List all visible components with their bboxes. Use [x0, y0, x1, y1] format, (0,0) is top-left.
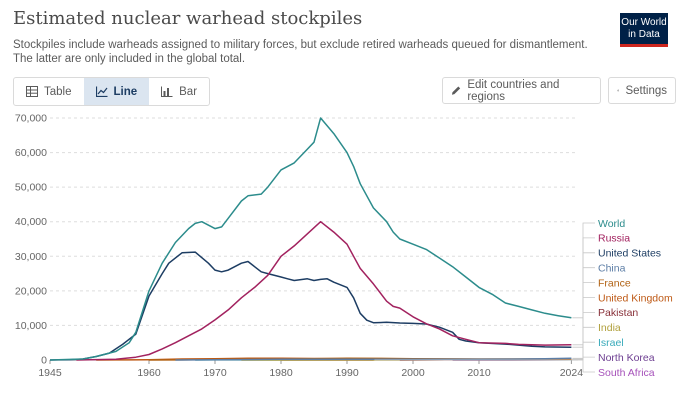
legend-label-china[interactable]: China — [598, 263, 626, 275]
series-layer — [49, 117, 572, 361]
line-chart: 0 10,000 20,000 30,000 40,000 50,000 60,000 70,… — [15, 113, 673, 380]
x-tick-label: 1960 — [137, 367, 161, 379]
settings-label: Settings — [625, 84, 667, 97]
legend-label-united-states[interactable]: United States — [598, 248, 661, 260]
edit-countries-label: Edit countries and regions — [467, 78, 560, 103]
owid-logo[interactable]: Our World in Data — [620, 13, 668, 47]
x-tick-label: 1945 — [38, 367, 62, 379]
line-chart-icon — [95, 86, 107, 97]
logo-line-1: Our World — [621, 17, 667, 28]
y-tick-label: 60,000 — [15, 147, 47, 159]
pencil-icon — [451, 86, 461, 95]
table-icon — [26, 86, 38, 97]
tab-line-label: Line — [113, 85, 138, 98]
legend-label-north-korea[interactable]: North Korea — [598, 352, 655, 364]
tab-bar[interactable]: Bar — [149, 78, 209, 105]
legend-label-world[interactable]: World — [598, 218, 625, 230]
y-tick-label: 10,000 — [15, 320, 47, 332]
edit-countries-button[interactable]: Edit countries and regions — [442, 77, 601, 104]
bar-chart-icon — [161, 86, 173, 97]
y-tick-label: 20,000 — [15, 285, 47, 297]
y-tick-label: 40,000 — [15, 216, 47, 228]
legend-label-south-africa[interactable]: South Africa — [598, 367, 655, 379]
tab-line[interactable]: Line — [83, 78, 150, 105]
chart-title: Estimated nuclear warhead stockpiles — [13, 8, 363, 29]
legend-layer: World Russia United States China France Unite… — [374, 218, 673, 379]
series-line-russia[interactable] — [76, 220, 572, 361]
y-tick-label: 70,000 — [15, 113, 47, 125]
y-tick-label: 30,000 — [15, 251, 47, 263]
legend-connector — [572, 237, 595, 346]
logo-line-2: in Data — [628, 28, 660, 40]
x-tick-label: 2024 — [560, 367, 584, 379]
series-line-china[interactable] — [175, 357, 572, 361]
legend-connector — [572, 297, 595, 360]
x-tick-label: 1970 — [203, 367, 227, 379]
settings-button[interactable]: Settings — [608, 77, 676, 104]
legend-label-pakistan[interactable]: Pakistan — [598, 307, 638, 319]
legend-connector — [572, 312, 595, 360]
legend-label-united-kingdom[interactable]: United Kingdom — [598, 292, 673, 304]
tab-table[interactable]: Table — [14, 78, 84, 105]
grid-layer — [50, 117, 578, 361]
series-line-world[interactable] — [49, 117, 572, 361]
legend-label-israel[interactable]: Israel — [598, 337, 624, 349]
x-tick-label: 2000 — [401, 367, 425, 379]
series-line-united-states[interactable] — [49, 251, 572, 361]
legend-connector — [572, 326, 595, 360]
tab-bar-label: Bar — [179, 85, 198, 98]
tab-table-label: Table — [44, 85, 72, 98]
x-tick-label: 1980 — [269, 367, 293, 379]
x-tick-label: 1990 — [335, 367, 359, 379]
legend-connector — [572, 252, 595, 348]
y-tick-label: 0 — [41, 355, 47, 367]
gear-icon — [617, 89, 620, 92]
legend-label-france[interactable]: France — [598, 277, 631, 289]
legend-label-russia[interactable]: Russia — [598, 233, 630, 245]
legend-connector — [374, 359, 595, 373]
x-tick-label: 2010 — [467, 367, 491, 379]
legend-connector — [572, 222, 595, 319]
chart-subtitle: Stockpiles include warheads assigned to … — [13, 39, 588, 65]
view-tabs: Table Line Bar — [13, 77, 211, 106]
axis-layer: 0 10,000 20,000 30,000 40,000 50,000 60,000 70,… — [15, 113, 583, 380]
legend-label-india[interactable]: India — [598, 322, 621, 334]
y-tick-label: 50,000 — [15, 182, 47, 194]
